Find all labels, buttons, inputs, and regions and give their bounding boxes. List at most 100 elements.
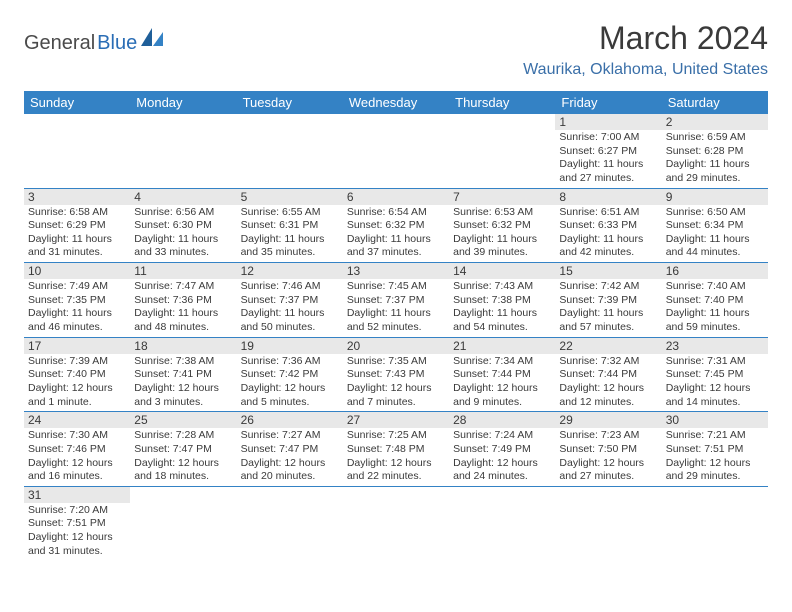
day-of-week-header: Wednesday (343, 91, 449, 114)
day-number: 17 (24, 338, 130, 354)
calendar-cell: 6Sunrise: 6:54 AMSunset: 6:32 PMDaylight… (343, 188, 449, 263)
calendar-cell: 12Sunrise: 7:46 AMSunset: 7:37 PMDayligh… (237, 263, 343, 338)
calendar-cell (237, 486, 343, 560)
day-info: Sunrise: 7:34 AMSunset: 7:44 PMDaylight:… (453, 355, 551, 410)
calendar-row: 3Sunrise: 6:58 AMSunset: 6:29 PMDaylight… (24, 188, 768, 263)
day-number: 3 (24, 189, 130, 205)
calendar-row: 31Sunrise: 7:20 AMSunset: 7:51 PMDayligh… (24, 486, 768, 560)
day-number: 12 (237, 263, 343, 279)
day-number: 18 (130, 338, 236, 354)
calendar-cell: 3Sunrise: 6:58 AMSunset: 6:29 PMDaylight… (24, 188, 130, 263)
day-info: Sunrise: 7:27 AMSunset: 7:47 PMDaylight:… (241, 429, 339, 484)
day-info: Sunrise: 7:00 AMSunset: 6:27 PMDaylight:… (559, 131, 657, 186)
calendar-cell: 25Sunrise: 7:28 AMSunset: 7:47 PMDayligh… (130, 412, 236, 487)
calendar-table: SundayMondayTuesdayWednesdayThursdayFrid… (24, 91, 768, 560)
day-number: 5 (237, 189, 343, 205)
day-info: Sunrise: 7:36 AMSunset: 7:42 PMDaylight:… (241, 355, 339, 410)
header-row: GeneralBlue March 2024 Waurika, Oklahoma… (24, 20, 768, 87)
calendar-cell: 18Sunrise: 7:38 AMSunset: 7:41 PMDayligh… (130, 337, 236, 412)
calendar-cell: 15Sunrise: 7:42 AMSunset: 7:39 PMDayligh… (555, 263, 661, 338)
calendar-cell: 19Sunrise: 7:36 AMSunset: 7:42 PMDayligh… (237, 337, 343, 412)
calendar-cell: 11Sunrise: 7:47 AMSunset: 7:36 PMDayligh… (130, 263, 236, 338)
day-info: Sunrise: 7:39 AMSunset: 7:40 PMDaylight:… (28, 355, 126, 410)
calendar-row: 24Sunrise: 7:30 AMSunset: 7:46 PMDayligh… (24, 412, 768, 487)
day-info: Sunrise: 6:51 AMSunset: 6:33 PMDaylight:… (559, 206, 657, 261)
day-number: 13 (343, 263, 449, 279)
calendar-body: 1Sunrise: 7:00 AMSunset: 6:27 PMDaylight… (24, 114, 768, 560)
calendar-cell: 27Sunrise: 7:25 AMSunset: 7:48 PMDayligh… (343, 412, 449, 487)
calendar-cell: 23Sunrise: 7:31 AMSunset: 7:45 PMDayligh… (662, 337, 768, 412)
day-number: 28 (449, 412, 555, 428)
day-of-week-header: Monday (130, 91, 236, 114)
day-of-week-header: Thursday (449, 91, 555, 114)
calendar-cell (449, 486, 555, 560)
day-info: Sunrise: 6:58 AMSunset: 6:29 PMDaylight:… (28, 206, 126, 261)
day-of-week-header: Saturday (662, 91, 768, 114)
day-number: 14 (449, 263, 555, 279)
day-number: 21 (449, 338, 555, 354)
day-info: Sunrise: 6:54 AMSunset: 6:32 PMDaylight:… (347, 206, 445, 261)
day-info: Sunrise: 7:47 AMSunset: 7:36 PMDaylight:… (134, 280, 232, 335)
calendar-cell (130, 114, 236, 188)
day-info: Sunrise: 7:46 AMSunset: 7:37 PMDaylight:… (241, 280, 339, 335)
day-number: 30 (662, 412, 768, 428)
day-info: Sunrise: 7:20 AMSunset: 7:51 PMDaylight:… (28, 504, 126, 559)
calendar-cell: 17Sunrise: 7:39 AMSunset: 7:40 PMDayligh… (24, 337, 130, 412)
calendar-header: SundayMondayTuesdayWednesdayThursdayFrid… (24, 91, 768, 114)
calendar-cell: 14Sunrise: 7:43 AMSunset: 7:38 PMDayligh… (449, 263, 555, 338)
calendar-cell: 1Sunrise: 7:00 AMSunset: 6:27 PMDaylight… (555, 114, 661, 188)
calendar-cell: 16Sunrise: 7:40 AMSunset: 7:40 PMDayligh… (662, 263, 768, 338)
day-number: 29 (555, 412, 661, 428)
day-info: Sunrise: 6:50 AMSunset: 6:34 PMDaylight:… (666, 206, 764, 261)
day-number: 9 (662, 189, 768, 205)
calendar-cell: 20Sunrise: 7:35 AMSunset: 7:43 PMDayligh… (343, 337, 449, 412)
calendar-cell (449, 114, 555, 188)
day-number: 2 (662, 114, 768, 130)
day-number: 24 (24, 412, 130, 428)
title-block: March 2024 Waurika, Oklahoma, United Sta… (523, 20, 768, 87)
location-text: Waurika, Oklahoma, United States (523, 61, 768, 79)
day-number: 8 (555, 189, 661, 205)
day-number: 31 (24, 487, 130, 503)
calendar-cell: 8Sunrise: 6:51 AMSunset: 6:33 PMDaylight… (555, 188, 661, 263)
calendar-cell (343, 114, 449, 188)
day-info: Sunrise: 7:32 AMSunset: 7:44 PMDaylight:… (559, 355, 657, 410)
day-info: Sunrise: 7:25 AMSunset: 7:48 PMDaylight:… (347, 429, 445, 484)
calendar-row: 10Sunrise: 7:49 AMSunset: 7:35 PMDayligh… (24, 263, 768, 338)
month-title: March 2024 (523, 20, 768, 57)
calendar-cell (24, 114, 130, 188)
day-of-week-header: Sunday (24, 91, 130, 114)
day-of-week-header: Tuesday (237, 91, 343, 114)
calendar-cell: 10Sunrise: 7:49 AMSunset: 7:35 PMDayligh… (24, 263, 130, 338)
calendar-cell: 7Sunrise: 6:53 AMSunset: 6:32 PMDaylight… (449, 188, 555, 263)
day-info: Sunrise: 7:38 AMSunset: 7:41 PMDaylight:… (134, 355, 232, 410)
day-number: 20 (343, 338, 449, 354)
calendar-cell: 22Sunrise: 7:32 AMSunset: 7:44 PMDayligh… (555, 337, 661, 412)
day-info: Sunrise: 7:49 AMSunset: 7:35 PMDaylight:… (28, 280, 126, 335)
calendar-cell: 21Sunrise: 7:34 AMSunset: 7:44 PMDayligh… (449, 337, 555, 412)
calendar-cell: 31Sunrise: 7:20 AMSunset: 7:51 PMDayligh… (24, 486, 130, 560)
day-number: 23 (662, 338, 768, 354)
calendar-row: 1Sunrise: 7:00 AMSunset: 6:27 PMDaylight… (24, 114, 768, 188)
calendar-cell: 2Sunrise: 6:59 AMSunset: 6:28 PMDaylight… (662, 114, 768, 188)
calendar-cell (662, 486, 768, 560)
day-of-week-header: Friday (555, 91, 661, 114)
logo-text-blue: Blue (97, 32, 137, 55)
calendar-cell (237, 114, 343, 188)
day-info: Sunrise: 6:55 AMSunset: 6:31 PMDaylight:… (241, 206, 339, 261)
calendar-cell: 26Sunrise: 7:27 AMSunset: 7:47 PMDayligh… (237, 412, 343, 487)
day-info: Sunrise: 7:21 AMSunset: 7:51 PMDaylight:… (666, 429, 764, 484)
day-number: 22 (555, 338, 661, 354)
day-number: 27 (343, 412, 449, 428)
calendar-cell: 13Sunrise: 7:45 AMSunset: 7:37 PMDayligh… (343, 263, 449, 338)
day-info: Sunrise: 7:35 AMSunset: 7:43 PMDaylight:… (347, 355, 445, 410)
day-number: 10 (24, 263, 130, 279)
day-info: Sunrise: 7:31 AMSunset: 7:45 PMDaylight:… (666, 355, 764, 410)
calendar-cell: 28Sunrise: 7:24 AMSunset: 7:49 PMDayligh… (449, 412, 555, 487)
logo: GeneralBlue (24, 28, 163, 59)
day-info: Sunrise: 6:56 AMSunset: 6:30 PMDaylight:… (134, 206, 232, 261)
logo-text-general: General (24, 32, 95, 55)
logo-sail-icon (141, 28, 163, 51)
day-info: Sunrise: 7:24 AMSunset: 7:49 PMDaylight:… (453, 429, 551, 484)
day-info: Sunrise: 7:40 AMSunset: 7:40 PMDaylight:… (666, 280, 764, 335)
